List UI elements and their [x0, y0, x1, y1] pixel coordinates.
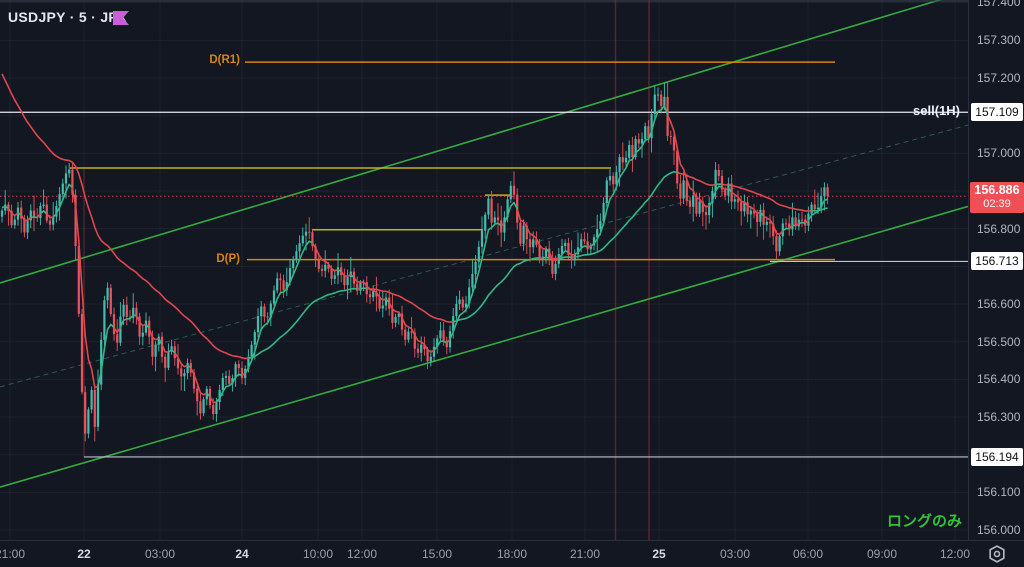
price-tick-label: 156.400 — [977, 372, 1021, 387]
fast-ma-line — [1, 104, 828, 404]
trendlines — [0, 0, 968, 488]
time-tick-label: 03:00 — [719, 547, 751, 561]
dashed-mid[interactable] — [0, 124, 968, 388]
time-tick-label: 21:00 — [569, 547, 601, 561]
date-tick-label: 25 — [652, 547, 666, 561]
candlestick-chart — [0, 0, 968, 540]
date-tick-label: 22 — [77, 547, 91, 561]
level-lines — [0, 61, 968, 458]
date-tick-label: 24 — [235, 547, 249, 561]
time-axis[interactable]: 21:00 22 03:00 24 10:00 12:00 15:00 18:00 21:00 2… — [0, 540, 1024, 567]
time-tick-label: 18:00 — [496, 547, 528, 561]
price-tick-label: 157.300 — [977, 33, 1021, 48]
price-tick-label: 157.400 — [977, 0, 1021, 9]
time-tick-label: 15:00 — [421, 547, 453, 561]
price-label-box-mid: 156.713 — [971, 252, 1023, 270]
slow-ma-line — [1, 73, 828, 360]
price-tick-label: 156.100 — [977, 485, 1021, 500]
price-tick-label: 156.500 — [977, 334, 1021, 349]
price-tick-label: 156.300 — [977, 410, 1021, 425]
grid-lines — [0, 0, 968, 540]
price-tick-label: 156.800 — [977, 221, 1021, 236]
candles-layer — [0, 81, 829, 442]
time-tick-label: 12:00 — [346, 547, 378, 561]
time-tick-label: 03:00 — [144, 547, 176, 561]
time-tick-label: 06:00 — [792, 547, 824, 561]
price-tick-label: 157.000 — [977, 146, 1021, 161]
time-tick-label: 21:00 — [0, 547, 26, 561]
symbol-title[interactable]: USDJPY · 5 · JFX — [8, 9, 127, 25]
last-price-box: 156.886 02:39 — [970, 182, 1024, 213]
channel-lower[interactable] — [0, 205, 968, 488]
time-tick-label: 12:00 — [939, 547, 971, 561]
time-tick-label: 09:00 — [866, 547, 898, 561]
price-label-box-sell: 157.109 — [971, 103, 1023, 121]
settings-gear-icon[interactable] — [984, 544, 1010, 565]
last-price-value: 156.886 — [974, 183, 1020, 197]
channel-upper[interactable] — [0, 0, 943, 284]
price-axis[interactable]: 157.400 157.300 157.200 157.000 156.800 156.… — [968, 0, 1024, 540]
price-tick-label: 156.600 — [977, 297, 1021, 312]
window-top-border — [0, 0, 968, 2]
flag-icon[interactable] — [113, 11, 129, 25]
vertical-marks — [83, 0, 650, 540]
price-tick-label: 156.000 — [977, 523, 1021, 538]
chart-canvas[interactable]: USDJPY · 5 · JFX D(R1) D(P) sell(1H) ロング… — [0, 0, 968, 540]
time-tick-label: 10:00 — [302, 547, 334, 561]
bar-countdown: 02:39 — [983, 198, 1011, 210]
price-tick-label: 157.200 — [977, 71, 1021, 85]
price-label-box-low: 156.194 — [971, 448, 1023, 466]
